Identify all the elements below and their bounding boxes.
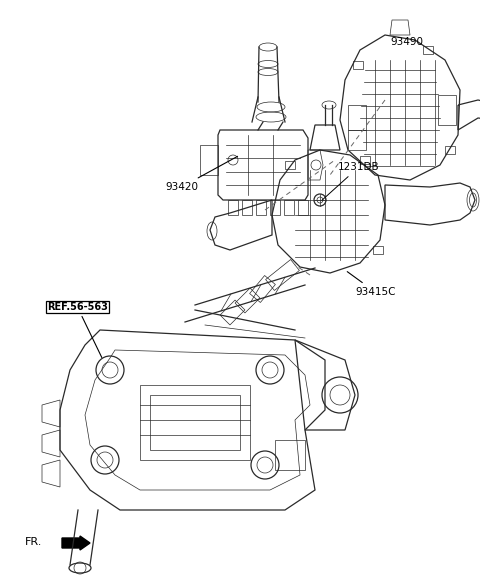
Bar <box>270 200 280 215</box>
Bar <box>140 385 250 460</box>
Text: 1231DB: 1231DB <box>322 162 380 200</box>
Bar <box>445 146 455 154</box>
Bar <box>150 395 240 450</box>
Bar <box>285 161 295 169</box>
FancyArrow shape <box>62 536 90 550</box>
Bar <box>275 440 305 470</box>
Text: FR.: FR. <box>25 537 42 547</box>
Bar <box>373 246 383 254</box>
Bar <box>423 46 433 54</box>
Bar <box>228 200 238 215</box>
Bar <box>284 200 294 215</box>
Bar <box>298 200 308 215</box>
Text: 93420: 93420 <box>165 156 238 192</box>
Bar <box>353 61 363 69</box>
Text: REF.56-563: REF.56-563 <box>47 302 108 357</box>
Text: 93490: 93490 <box>390 37 423 47</box>
Bar <box>242 200 252 215</box>
Bar <box>438 95 456 125</box>
Bar <box>256 200 266 215</box>
Bar <box>348 130 366 150</box>
Bar <box>348 105 366 130</box>
Bar <box>360 156 370 164</box>
Text: 93415C: 93415C <box>347 271 396 297</box>
